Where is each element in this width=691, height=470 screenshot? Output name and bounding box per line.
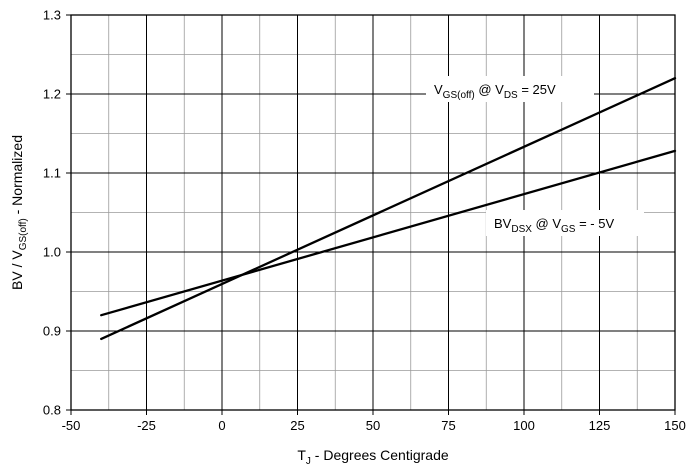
tick-marks — [66, 14, 676, 415]
y-tick-label: 0.9 — [43, 324, 61, 339]
y-axis-label: BV / VGS(off) - Normalized — [9, 135, 29, 290]
x-tick-label: 125 — [589, 418, 611, 433]
vgs-off-label-segment: DS — [504, 90, 518, 101]
x-axis-label: TJ - Degrees Centigrade — [297, 447, 449, 467]
bvdsx-label-segment: DSX — [511, 224, 532, 235]
bvdsx-label-segment: @ V — [532, 216, 561, 231]
major-grid — [71, 15, 675, 410]
bvdsx-line — [100, 149, 677, 317]
bvdsx-label-segment: = - 5V — [575, 216, 614, 231]
y-tick-label: 1.2 — [43, 87, 61, 102]
y-tick-label: 1.1 — [43, 166, 61, 181]
y-axis-label-sub: GS(off) — [18, 218, 29, 250]
x-tick-labels: -50 -25 0 25 50 75 100 125 150 — [62, 418, 686, 433]
vgs-off-label-segment: @ V — [475, 82, 504, 97]
x-tick-label: -50 — [62, 418, 81, 433]
y-tick-label: 0.8 — [43, 403, 61, 418]
vgs-off-line — [100, 77, 677, 341]
x-tick-label: 25 — [290, 418, 304, 433]
bvdsx-label-bg — [486, 210, 644, 236]
x-tick-label: 75 — [441, 418, 455, 433]
y-tick-label: 1.0 — [43, 245, 61, 260]
bvdsx-label: BVDSX @ VGS = - 5V — [494, 216, 614, 235]
vgs-off-label-segment: V — [434, 82, 443, 97]
bvdsx-label-segment: GS — [561, 224, 576, 235]
x-axis-label-main: T — [297, 447, 306, 463]
vgs-off-label: VGS(off) @ VDS = 25V — [434, 82, 556, 101]
y-tick-labels: 0.8 0.9 1.0 1.1 1.2 1.3 — [43, 8, 61, 418]
x-axis-label-sub: J — [306, 456, 311, 467]
y-tick-label: 1.3 — [43, 8, 61, 23]
bvdsx-label-segment: BV — [494, 216, 512, 231]
x-axis-label-rest: - Degrees Centigrade — [311, 447, 449, 463]
x-tick-label: 150 — [664, 418, 686, 433]
x-tick-label: -25 — [137, 418, 156, 433]
x-tick-label: 0 — [218, 418, 225, 433]
y-axis-label-pre: BV / V — [9, 250, 25, 290]
x-tick-label: 50 — [366, 418, 380, 433]
series-lines — [100, 77, 677, 341]
vgs-off-label-segment: GS(off) — [443, 90, 475, 101]
vgs-off-label-segment: = 25V — [518, 82, 556, 97]
vgs-off-label-bg — [426, 76, 594, 102]
y-axis-label-rest: - Normalized — [9, 135, 25, 218]
x-tick-label: 100 — [513, 418, 535, 433]
